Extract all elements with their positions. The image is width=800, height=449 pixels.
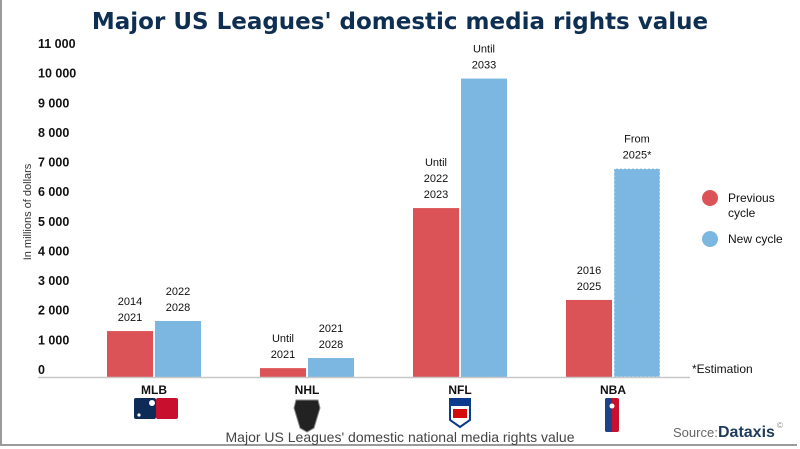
bar-nfl-previous bbox=[413, 208, 459, 377]
bar-nba-previous bbox=[566, 299, 612, 377]
copyright-mark: © bbox=[777, 421, 783, 430]
bar-annotation: Until bbox=[425, 157, 447, 169]
nba-logo bbox=[605, 398, 619, 432]
nhl-logo bbox=[293, 399, 321, 433]
x-tick-label: NHL bbox=[295, 383, 320, 397]
y-axis-label: In millions of dollars bbox=[22, 163, 34, 260]
legend-label-previous-2: cycle bbox=[728, 206, 756, 220]
bar-annotation: Until bbox=[473, 44, 495, 56]
legend: Previous cycle New cycle bbox=[702, 190, 783, 247]
y-tick-label: 10 000 bbox=[38, 67, 76, 81]
bar-annotation: 2023 bbox=[424, 189, 448, 201]
x-tick-label: MLB bbox=[141, 383, 167, 397]
y-tick-label: 8 000 bbox=[38, 126, 69, 140]
x-tick-label: NFL bbox=[448, 383, 471, 397]
source-label: Source: bbox=[673, 425, 718, 440]
bar-annotation: 2021 bbox=[271, 349, 295, 361]
bar-annotation: 2028 bbox=[319, 339, 343, 351]
footnote: *Estimation bbox=[692, 362, 753, 376]
bar-annotation: 2025* bbox=[623, 150, 652, 162]
x-axis-label: Major US Leagues' domestic national medi… bbox=[226, 429, 575, 445]
bar-annotation: 2028 bbox=[166, 302, 190, 314]
y-tick-label: 0 bbox=[38, 363, 45, 377]
bar-annotation: 2022 bbox=[166, 286, 190, 298]
y-tick-label: 11 000 bbox=[38, 37, 76, 51]
bar-nhl-new bbox=[308, 358, 354, 377]
bar-annotation: Until bbox=[272, 333, 294, 345]
bar-annotation: 2016 bbox=[577, 265, 601, 277]
bar-annotation: 2021 bbox=[118, 312, 142, 324]
y-tick-label: 6 000 bbox=[38, 185, 69, 199]
bar-nhl-previous bbox=[260, 368, 306, 377]
y-tick-label: 1 000 bbox=[38, 333, 69, 347]
bar-annotation: 2014 bbox=[118, 296, 142, 308]
y-tick-label: 9 000 bbox=[38, 96, 69, 110]
y-tick-label: 4 000 bbox=[38, 244, 69, 258]
legend-label-previous-1: Previous bbox=[728, 191, 775, 205]
y-tick-label: 3 000 bbox=[38, 274, 69, 288]
bar-annotation: 2033 bbox=[472, 60, 496, 72]
nfl-logo bbox=[449, 398, 471, 429]
y-tick-label: 7 000 bbox=[38, 156, 69, 170]
x-tick-label: NBA bbox=[600, 383, 626, 397]
legend-label-new: New cycle bbox=[728, 232, 783, 246]
bar-annotation: From bbox=[624, 134, 650, 146]
legend-swatch-new bbox=[702, 231, 718, 247]
bar-nba-new bbox=[613, 168, 661, 378]
source-brand-logo: Dataxis bbox=[718, 424, 775, 441]
bar-annotation: 2021 bbox=[319, 323, 343, 335]
chart-title: Major US Leagues' domestic media rights … bbox=[92, 9, 708, 35]
y-tick-label: 5 000 bbox=[38, 215, 69, 229]
bar-annotation: 2025 bbox=[577, 281, 601, 293]
y-tick-label: 2 000 bbox=[38, 304, 69, 318]
bar-mlb-new bbox=[155, 320, 201, 377]
bar-annotation: 2022 bbox=[424, 173, 448, 185]
bar-nfl-new bbox=[461, 78, 507, 377]
bar-mlb-previous bbox=[107, 331, 153, 377]
mlb-logo bbox=[134, 398, 178, 419]
legend-swatch-previous bbox=[702, 190, 718, 206]
